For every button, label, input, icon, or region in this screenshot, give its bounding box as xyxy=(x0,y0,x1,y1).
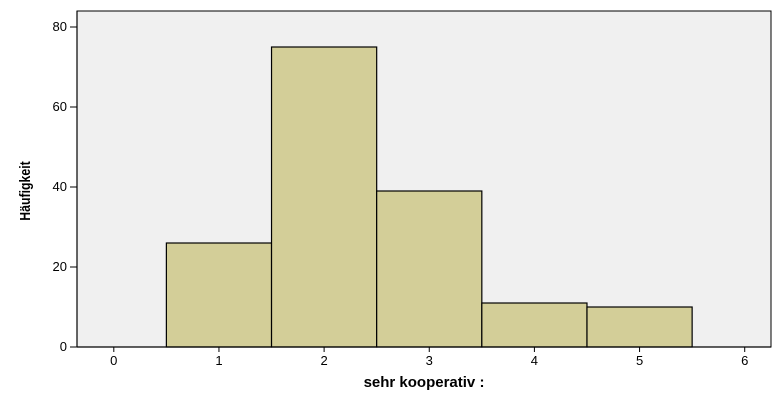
histogram-bar-5 xyxy=(586,306,693,348)
histogram-bar-2 xyxy=(270,46,378,348)
x-tick-label: 6 xyxy=(741,353,748,368)
y-tick-label: 80 xyxy=(53,19,67,34)
x-tick-label: 3 xyxy=(426,353,433,368)
x-tick-label: 5 xyxy=(636,353,643,368)
histogram-bar-1 xyxy=(165,242,273,348)
histogram-bar-4 xyxy=(481,302,588,348)
y-tick-label: 60 xyxy=(53,99,67,114)
x-tick-label: 1 xyxy=(215,353,222,368)
histogram-bar-3 xyxy=(376,190,483,348)
bars-group xyxy=(165,46,693,348)
x-axis-title: sehr kooperativ : xyxy=(364,374,485,391)
y-tick-label: 20 xyxy=(53,259,67,274)
y-tick-label: 0 xyxy=(60,339,67,354)
axes-group xyxy=(76,11,771,348)
x-tick-label: 2 xyxy=(320,353,327,368)
y-axis-title: Häufigkeit xyxy=(17,161,33,221)
x-tick-label: 0 xyxy=(110,353,117,368)
y-tick-label: 40 xyxy=(53,179,67,194)
x-tick-label: 4 xyxy=(531,353,538,368)
